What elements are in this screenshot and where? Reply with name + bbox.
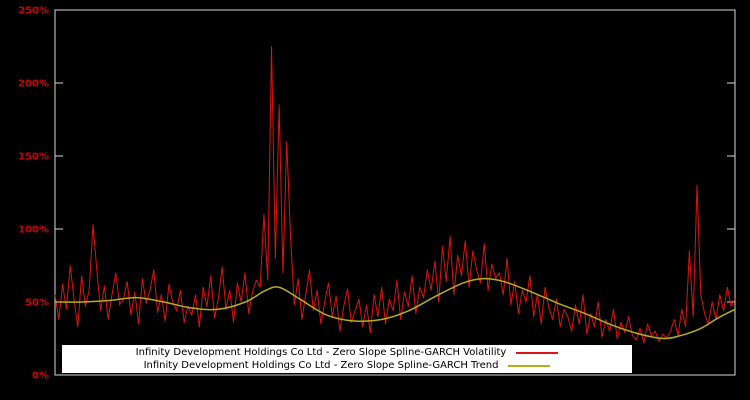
y-axis-label: 100% <box>18 225 49 236</box>
trend-line <box>54 277 736 340</box>
y-axis-label: 0% <box>32 371 49 382</box>
legend-swatch-trend <box>508 364 551 367</box>
y-axis-label: 200% <box>18 79 49 90</box>
y-axis-label: 50% <box>25 298 49 309</box>
legend-label-volatility: Infinity Development Holdings Co Ltd - Z… <box>135 347 507 358</box>
legend: Infinity Development Holdings Co Ltd - Z… <box>62 345 632 373</box>
legend-item-volatility: Infinity Development Holdings Co Ltd - Z… <box>66 346 628 359</box>
y-axis-label: 150% <box>18 152 49 163</box>
plot-frame <box>54 9 736 376</box>
volatility-line <box>54 46 736 344</box>
legend-label-trend: Infinity Development Holdings Co Ltd - Z… <box>143 360 499 371</box>
y-axis-label: 250% <box>18 6 49 17</box>
legend-item-trend: Infinity Development Holdings Co Ltd - Z… <box>66 359 628 372</box>
legend-swatch-volatility <box>516 351 559 354</box>
